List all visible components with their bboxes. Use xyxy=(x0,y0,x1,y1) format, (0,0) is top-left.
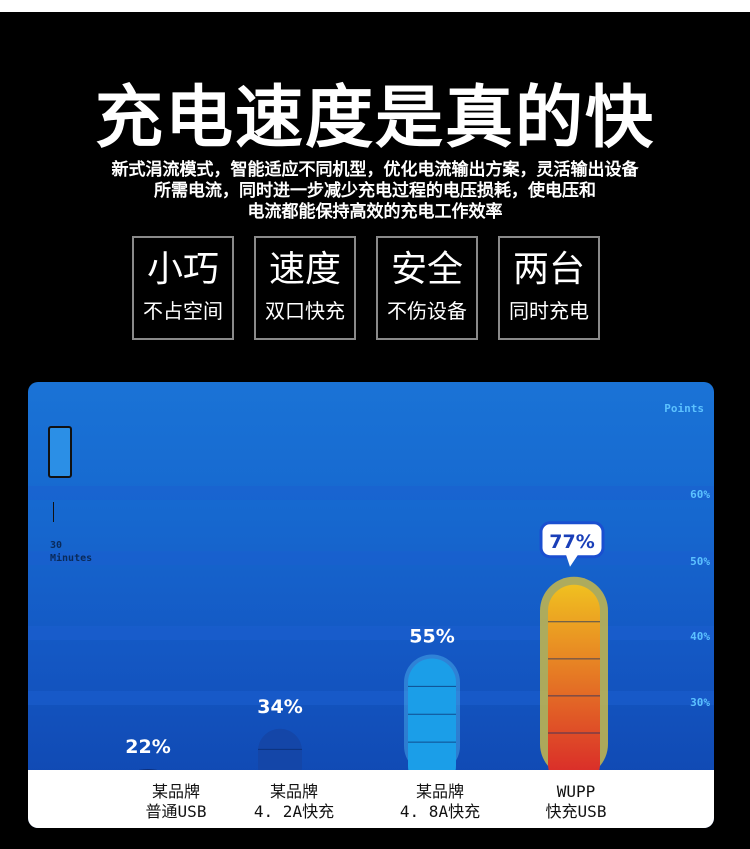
category-type: 普通USB xyxy=(145,802,207,821)
time-unit: Minutes xyxy=(50,553,93,564)
description-line: 所需电流，同时进一步减少充电过程的电压损耗，使电压和 xyxy=(154,181,596,201)
feature-title: 速度 xyxy=(268,249,341,290)
gridline-band xyxy=(28,691,714,705)
time-label: 30 Minutes xyxy=(50,539,92,565)
value-label-1: 22% xyxy=(125,736,170,758)
y-tick-40: 40% xyxy=(690,630,710,643)
time-value: 30 xyxy=(50,540,63,551)
category-label-2: 某品牌 4. 2A快充 xyxy=(224,782,364,822)
feature-boxes: 小巧 不占空间 速度 双口快充 安全 不伤设备 两台 同时充电 xyxy=(132,236,612,344)
feature-box-dual: 两台 同时充电 xyxy=(498,236,600,340)
feature-box-safety: 安全 不伤设备 xyxy=(376,236,478,340)
category-label-1: 某品牌 普通USB xyxy=(106,782,246,822)
value-label-4: 77% xyxy=(549,531,594,553)
category-label-4: WUPP 快充USB xyxy=(506,782,646,822)
phone-stem xyxy=(53,502,54,522)
y-axis-label: Points xyxy=(664,402,704,415)
y-tick-50: 50% xyxy=(690,555,710,568)
description: 新式涓流模式，智能适应不同机型，优化电流输出方案，灵活输出设备 所需电流，同时进… xyxy=(60,160,690,223)
value-bubble-tail xyxy=(566,554,578,567)
bar-4 xyxy=(548,584,600,790)
feature-box-speed: 速度 双口快充 xyxy=(254,236,356,340)
charging-chart: 22% 34% 55% 77% 30 Minutes Points 30% 40% 5… xyxy=(28,382,714,828)
description-line: 新式涓流模式，智能适应不同机型，优化电流输出方案，灵活输出设备 xyxy=(111,160,639,180)
feature-title: 小巧 xyxy=(146,249,219,290)
value-label-2: 34% xyxy=(257,696,302,718)
feature-title: 两台 xyxy=(512,249,585,290)
description-line: 电流都能保持高效的充电工作效率 xyxy=(247,202,503,222)
category-strip xyxy=(28,770,714,828)
category-brand: 某品牌 xyxy=(269,782,318,801)
category-brand: 某品牌 xyxy=(415,782,464,801)
feature-box-compact: 小巧 不占空间 xyxy=(132,236,234,340)
page-title: 充电速度是真的快 xyxy=(94,79,655,158)
chart-canvas: 22% 34% 55% 77% xyxy=(28,486,714,790)
phone-icon xyxy=(48,426,72,478)
feature-subtitle: 双口快充 xyxy=(265,299,345,323)
category-type: 快充USB xyxy=(545,802,607,821)
feature-subtitle: 同时充电 xyxy=(509,299,589,323)
y-tick-30: 30% xyxy=(690,696,710,709)
gridline-band xyxy=(28,486,714,500)
feature-subtitle: 不占空间 xyxy=(143,299,223,323)
gridline-band xyxy=(28,551,714,565)
gridline-band xyxy=(28,626,714,640)
y-tick-60: 60% xyxy=(690,488,710,501)
category-brand: WUPP xyxy=(556,782,596,801)
bar-3 xyxy=(408,658,456,790)
feature-subtitle: 不伤设备 xyxy=(387,299,467,323)
category-type: 4. 8A快充 xyxy=(399,802,481,821)
top-band xyxy=(0,0,750,12)
feature-title: 安全 xyxy=(390,249,463,290)
category-label-3: 某品牌 4. 8A快充 xyxy=(370,782,510,822)
category-brand: 某品牌 xyxy=(151,782,200,801)
value-label-3: 55% xyxy=(409,625,454,647)
category-type: 4. 2A快充 xyxy=(253,802,335,821)
